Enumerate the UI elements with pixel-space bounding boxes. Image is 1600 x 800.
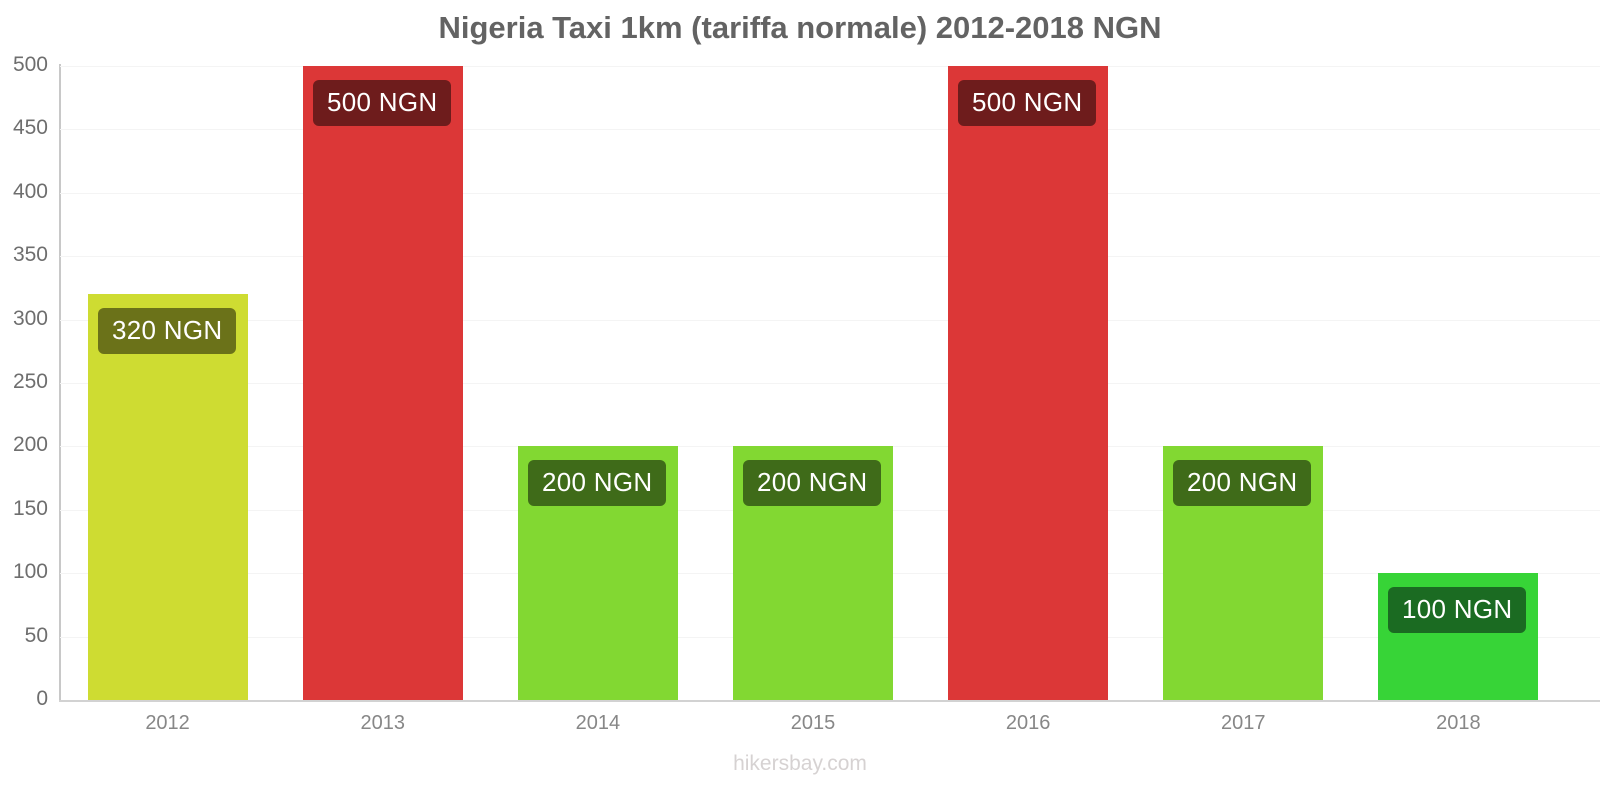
bar-value-label-2015: 200 NGN bbox=[743, 460, 882, 507]
x-tick-label-2014: 2014 bbox=[575, 712, 621, 734]
y-tick-label: 250 bbox=[12, 370, 48, 393]
y-tick-label: 150 bbox=[12, 496, 48, 520]
x-tick-label-2016: 2016 bbox=[1005, 712, 1051, 734]
y-tick-label: 200 bbox=[12, 433, 48, 457]
x-axis-tick-labels: 2012 2013 2014 2015 2016 2017 2018 bbox=[0, 712, 1600, 746]
gridline bbox=[60, 66, 1600, 67]
y-tick-label: 300 bbox=[12, 306, 48, 330]
x-tick-label-2018: 2018 bbox=[1436, 712, 1481, 734]
y-tick-label: 50 bbox=[24, 623, 48, 647]
y-tick-label: 0 bbox=[36, 687, 48, 710]
x-tick-label-2012: 2012 bbox=[145, 712, 190, 734]
bar-value-label-2013: 500 NGN bbox=[313, 80, 452, 126]
y-axis-tick-labels: 0 50 100 150 200 250 300 350 400 450 500 bbox=[0, 0, 52, 800]
gridline bbox=[60, 256, 1600, 258]
y-tick-label: 350 bbox=[12, 243, 48, 267]
bar-value-label-2018: 100 NGN bbox=[1388, 587, 1527, 634]
chart-title: Nigeria Taxi 1km (tariffa normale) 2012-… bbox=[438, 10, 1162, 45]
gridline bbox=[60, 129, 1600, 131]
y-tick-label: 100 bbox=[12, 560, 48, 584]
bar-value-label-2014: 200 NGN bbox=[528, 460, 667, 507]
bar-2013[interactable] bbox=[303, 66, 463, 700]
y-tick-label: 450 bbox=[12, 116, 48, 140]
gridline bbox=[60, 319, 1600, 321]
y-tick-label: 500 bbox=[12, 53, 48, 76]
x-tick-label-2013: 2013 bbox=[360, 712, 405, 734]
gridline bbox=[60, 192, 1600, 194]
y-tick-label: 400 bbox=[12, 179, 48, 203]
bar-2012[interactable] bbox=[88, 294, 248, 700]
x-axis-line bbox=[59, 700, 1600, 702]
gridline bbox=[60, 383, 1600, 384]
bar-value-label-2012: 320 NGN bbox=[98, 308, 237, 355]
x-tick-label-2015: 2015 bbox=[790, 712, 836, 734]
source-watermark: hikersbay.com bbox=[733, 752, 867, 775]
bar-value-label-2016: 500 NGN bbox=[958, 80, 1097, 126]
bar-value-label-2017: 200 NGN bbox=[1173, 460, 1312, 507]
x-tick-label-2017: 2017 bbox=[1221, 712, 1266, 734]
bar-2016[interactable] bbox=[948, 66, 1108, 700]
